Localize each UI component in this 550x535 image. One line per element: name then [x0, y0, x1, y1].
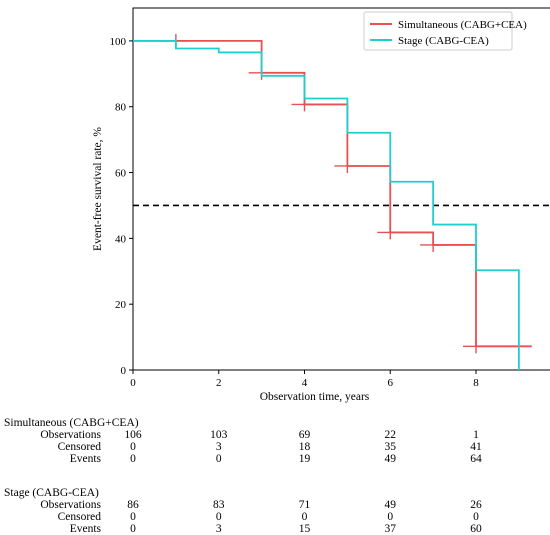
risk-row-label: Events [69, 453, 101, 465]
risk-cell: 71 [298, 499, 311, 511]
risk-cell: 0 [387, 511, 394, 523]
risk-cell: 64 [470, 453, 482, 465]
legend-label: Simultaneous (CABG+CEA) [398, 19, 527, 31]
x-tick-label: 2 [216, 377, 222, 389]
risk-cell: 3 [215, 441, 222, 453]
risk-cell: 83 [213, 499, 225, 511]
risk-group-title: Stage (CABG-CEA) [4, 487, 99, 499]
y-tick-label: 100 [110, 36, 127, 48]
risk-cell: 18 [298, 441, 311, 453]
legend-box [363, 11, 513, 51]
risk-cell: 22 [384, 429, 397, 441]
risk-group-title: Simultaneous (CABG+CEA) [4, 417, 139, 429]
x-axis-label: Observation time, years [260, 391, 370, 403]
risk-cell: 35 [384, 441, 397, 453]
x-tick-label: 6 [388, 377, 394, 389]
risk-row-label: Censored [57, 441, 101, 453]
y-tick-label: 20 [115, 299, 127, 311]
y-tick-label: 80 [115, 102, 127, 114]
y-tick-label: 40 [115, 233, 127, 245]
risk-cell: 106 [124, 429, 142, 441]
risk-cell: 41 [470, 441, 482, 453]
y-axis-label: Event-free survival rate, % [92, 127, 104, 251]
risk-table: Simultaneous (CABG+CEA) Observations 106 10… [0, 412, 550, 535]
risk-cell: 103 [210, 429, 228, 441]
risk-cell: 86 [127, 499, 139, 511]
risk-row-label: Observations [40, 429, 101, 441]
risk-cell: 49 [384, 499, 397, 511]
plot-frame [132, 7, 550, 371]
risk-cell: 0 [215, 511, 222, 523]
legend-label: Stage (CABG-CEA) [398, 35, 489, 47]
series-line-simultaneous [133, 40, 532, 348]
risk-cell: 26 [470, 499, 482, 511]
risk-cell: 0 [130, 441, 136, 453]
risk-row-label: Censored [57, 511, 101, 523]
risk-cell: 0 [473, 511, 479, 523]
risk-cell: 0 [130, 511, 136, 523]
risk-cell: 69 [298, 429, 311, 441]
risk-cell: 0 [301, 511, 308, 523]
risk-cell: 0 [130, 453, 136, 465]
x-tick-label: 4 [302, 377, 308, 389]
y-tick-label: 60 [115, 168, 127, 180]
risk-cell: 19 [298, 453, 311, 465]
y-tick-label: 0 [121, 365, 127, 377]
series-line-stage [133, 40, 520, 370]
risk-row-label: Observations [40, 499, 101, 511]
risk-cell: 1 [473, 429, 479, 441]
x-tick-label: 0 [130, 377, 136, 389]
risk-cell: 49 [384, 453, 397, 465]
risk-cell: 0 [215, 453, 222, 465]
x-tick-label: 8 [473, 377, 479, 389]
